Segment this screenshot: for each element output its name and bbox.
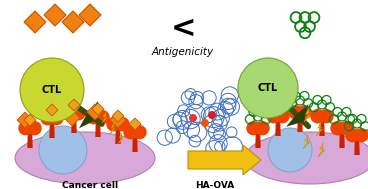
Polygon shape [275, 120, 281, 136]
Polygon shape [118, 133, 123, 144]
Circle shape [62, 106, 77, 120]
Circle shape [345, 128, 360, 142]
Circle shape [27, 121, 42, 135]
Polygon shape [40, 100, 56, 116]
Circle shape [339, 121, 354, 135]
Polygon shape [297, 104, 309, 121]
Circle shape [123, 125, 138, 139]
Polygon shape [24, 114, 36, 126]
Circle shape [319, 109, 334, 123]
Polygon shape [27, 132, 33, 148]
Circle shape [20, 58, 84, 122]
Polygon shape [110, 123, 115, 134]
Circle shape [39, 126, 87, 174]
Polygon shape [62, 11, 84, 33]
Circle shape [132, 125, 147, 139]
Polygon shape [92, 103, 104, 115]
Polygon shape [304, 108, 311, 122]
Text: CTL: CTL [42, 85, 62, 95]
FancyArrow shape [188, 145, 261, 175]
Polygon shape [339, 132, 345, 148]
Circle shape [49, 111, 64, 125]
Circle shape [255, 121, 270, 135]
Circle shape [115, 117, 130, 131]
Circle shape [189, 114, 197, 122]
Polygon shape [297, 116, 303, 132]
Text: Antigenicity: Antigenicity [152, 47, 214, 57]
Polygon shape [95, 121, 101, 137]
Circle shape [275, 109, 290, 123]
Circle shape [288, 105, 303, 119]
Circle shape [268, 128, 312, 172]
Circle shape [354, 128, 368, 142]
Polygon shape [318, 143, 325, 157]
Polygon shape [79, 4, 101, 26]
Polygon shape [129, 118, 141, 130]
Polygon shape [49, 122, 55, 138]
Ellipse shape [245, 132, 368, 184]
Circle shape [18, 121, 33, 135]
Polygon shape [303, 135, 310, 149]
Circle shape [310, 109, 325, 123]
Polygon shape [87, 101, 98, 119]
Circle shape [297, 105, 312, 119]
Circle shape [330, 121, 345, 135]
Polygon shape [110, 112, 126, 128]
Polygon shape [87, 104, 103, 120]
Circle shape [71, 106, 86, 120]
Circle shape [95, 110, 110, 124]
Polygon shape [132, 136, 138, 152]
Text: <: < [170, 13, 196, 43]
Polygon shape [115, 128, 121, 144]
Circle shape [266, 109, 281, 123]
Text: CTL: CTL [258, 83, 278, 93]
Circle shape [208, 111, 216, 119]
Polygon shape [68, 99, 80, 111]
Polygon shape [44, 4, 66, 26]
Circle shape [201, 119, 209, 127]
Ellipse shape [15, 132, 155, 184]
Polygon shape [319, 120, 325, 136]
Polygon shape [64, 110, 80, 126]
Polygon shape [112, 110, 124, 122]
Circle shape [246, 121, 261, 135]
Circle shape [106, 117, 121, 131]
Polygon shape [17, 112, 33, 128]
Polygon shape [24, 11, 46, 33]
Polygon shape [46, 104, 58, 116]
Polygon shape [354, 139, 360, 155]
Polygon shape [316, 122, 323, 136]
Circle shape [238, 58, 298, 118]
Polygon shape [79, 114, 95, 128]
Text: Cancer cell: Cancer cell [62, 180, 118, 189]
Circle shape [40, 111, 55, 125]
Polygon shape [102, 112, 107, 123]
Polygon shape [71, 117, 77, 133]
Circle shape [86, 110, 101, 124]
Polygon shape [286, 114, 303, 127]
Text: HA-OVA: HA-OVA [195, 180, 235, 189]
Polygon shape [255, 132, 261, 148]
